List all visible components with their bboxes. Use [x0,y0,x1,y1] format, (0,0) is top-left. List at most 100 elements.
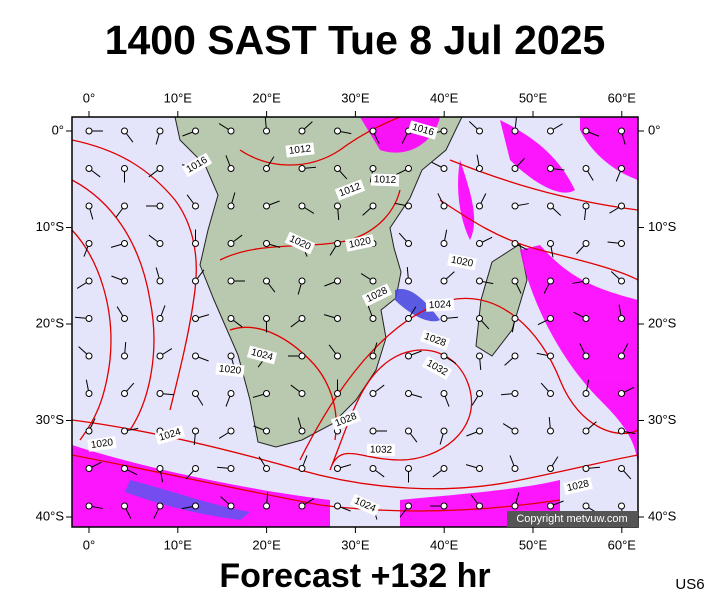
isobar-label-box [285,142,315,158]
isobar-label-group: 1020 [447,253,477,271]
station [547,352,554,360]
station [121,352,128,360]
station [85,390,93,397]
station [298,465,306,472]
isobar-label-box [181,152,213,178]
station [156,165,164,172]
station [476,127,483,135]
station [334,240,341,247]
station [618,202,625,210]
isobar-label-box [425,298,455,312]
station [192,202,199,210]
latitude-label: 10°S [648,219,677,234]
isobar-label-box [407,120,439,140]
longitude-label: 30°E [341,537,370,552]
copyright: Copyright metvuw.com [516,513,627,525]
station [263,502,270,510]
station [85,352,93,360]
station [298,165,306,172]
station [263,315,270,322]
station [547,502,554,510]
station [511,202,519,210]
isobar-label-box [563,477,593,495]
station [476,277,483,285]
latitude-label: 40°S [648,508,677,523]
station [192,240,199,247]
axis-labels: 0° 0° 10°E 10°E 20°E 20°E 30°E 30°E 40°E 40°E 50°E… [36,90,677,552]
station [192,315,199,322]
station [85,502,93,510]
station [192,127,199,135]
station [263,277,270,285]
station [440,240,448,247]
station [156,465,164,472]
station [511,427,519,435]
station [511,165,519,172]
station [227,127,235,135]
station [511,465,519,472]
station [511,315,519,322]
station [476,315,483,322]
isobar-label-group: 1028 [563,477,593,495]
station [405,202,412,210]
station [440,352,448,360]
isobar-label-box [421,355,453,381]
latitude-label: 0° [648,122,660,137]
station [156,315,164,322]
isobar-label: 1020 [90,437,114,451]
isobar-label-box [366,443,396,457]
station [121,465,128,472]
station [440,465,448,472]
station [440,390,448,397]
station [156,202,164,210]
isobar-label: 1020 [218,364,242,377]
station [192,502,199,510]
station [263,390,270,397]
isobar-label-box [334,179,366,201]
station [227,315,235,322]
isobar-label: 1020 [348,235,372,250]
station [369,277,377,285]
isobar-label-group: 1024 [425,298,455,312]
station [334,165,341,172]
station [156,240,164,247]
station [582,465,590,472]
station [582,390,590,397]
station [582,277,590,285]
station [547,202,554,210]
station [334,277,341,285]
station [582,315,590,322]
station [618,390,625,397]
station [334,352,341,360]
isobar-label-group: 1016 [407,120,439,140]
isobar-label-group: 1020 [345,234,375,252]
isobar-label: 1032 [370,444,393,455]
station [369,352,377,360]
copyright-box [507,511,638,527]
station [547,165,554,172]
africa-land [174,117,463,448]
isobar-label-group: 1032 [366,443,396,457]
station [440,202,448,210]
latitude-label: 30°S [36,412,65,427]
station [618,240,625,247]
station [511,352,519,360]
station [156,502,164,510]
station [582,127,590,135]
station [121,315,128,322]
station [476,165,483,172]
isobar-label: 1012 [374,174,397,186]
station [405,352,412,360]
station [85,315,93,322]
station [405,502,412,510]
longitude-label: 40°E [430,537,459,552]
isobar-label-box [284,231,316,255]
station [192,427,199,435]
isobar-label-group: 1024 [246,345,278,365]
station [85,127,93,135]
isobar-label-box [419,329,451,351]
map-area [72,117,638,527]
station [298,127,306,135]
station [582,202,590,210]
station [227,277,235,285]
